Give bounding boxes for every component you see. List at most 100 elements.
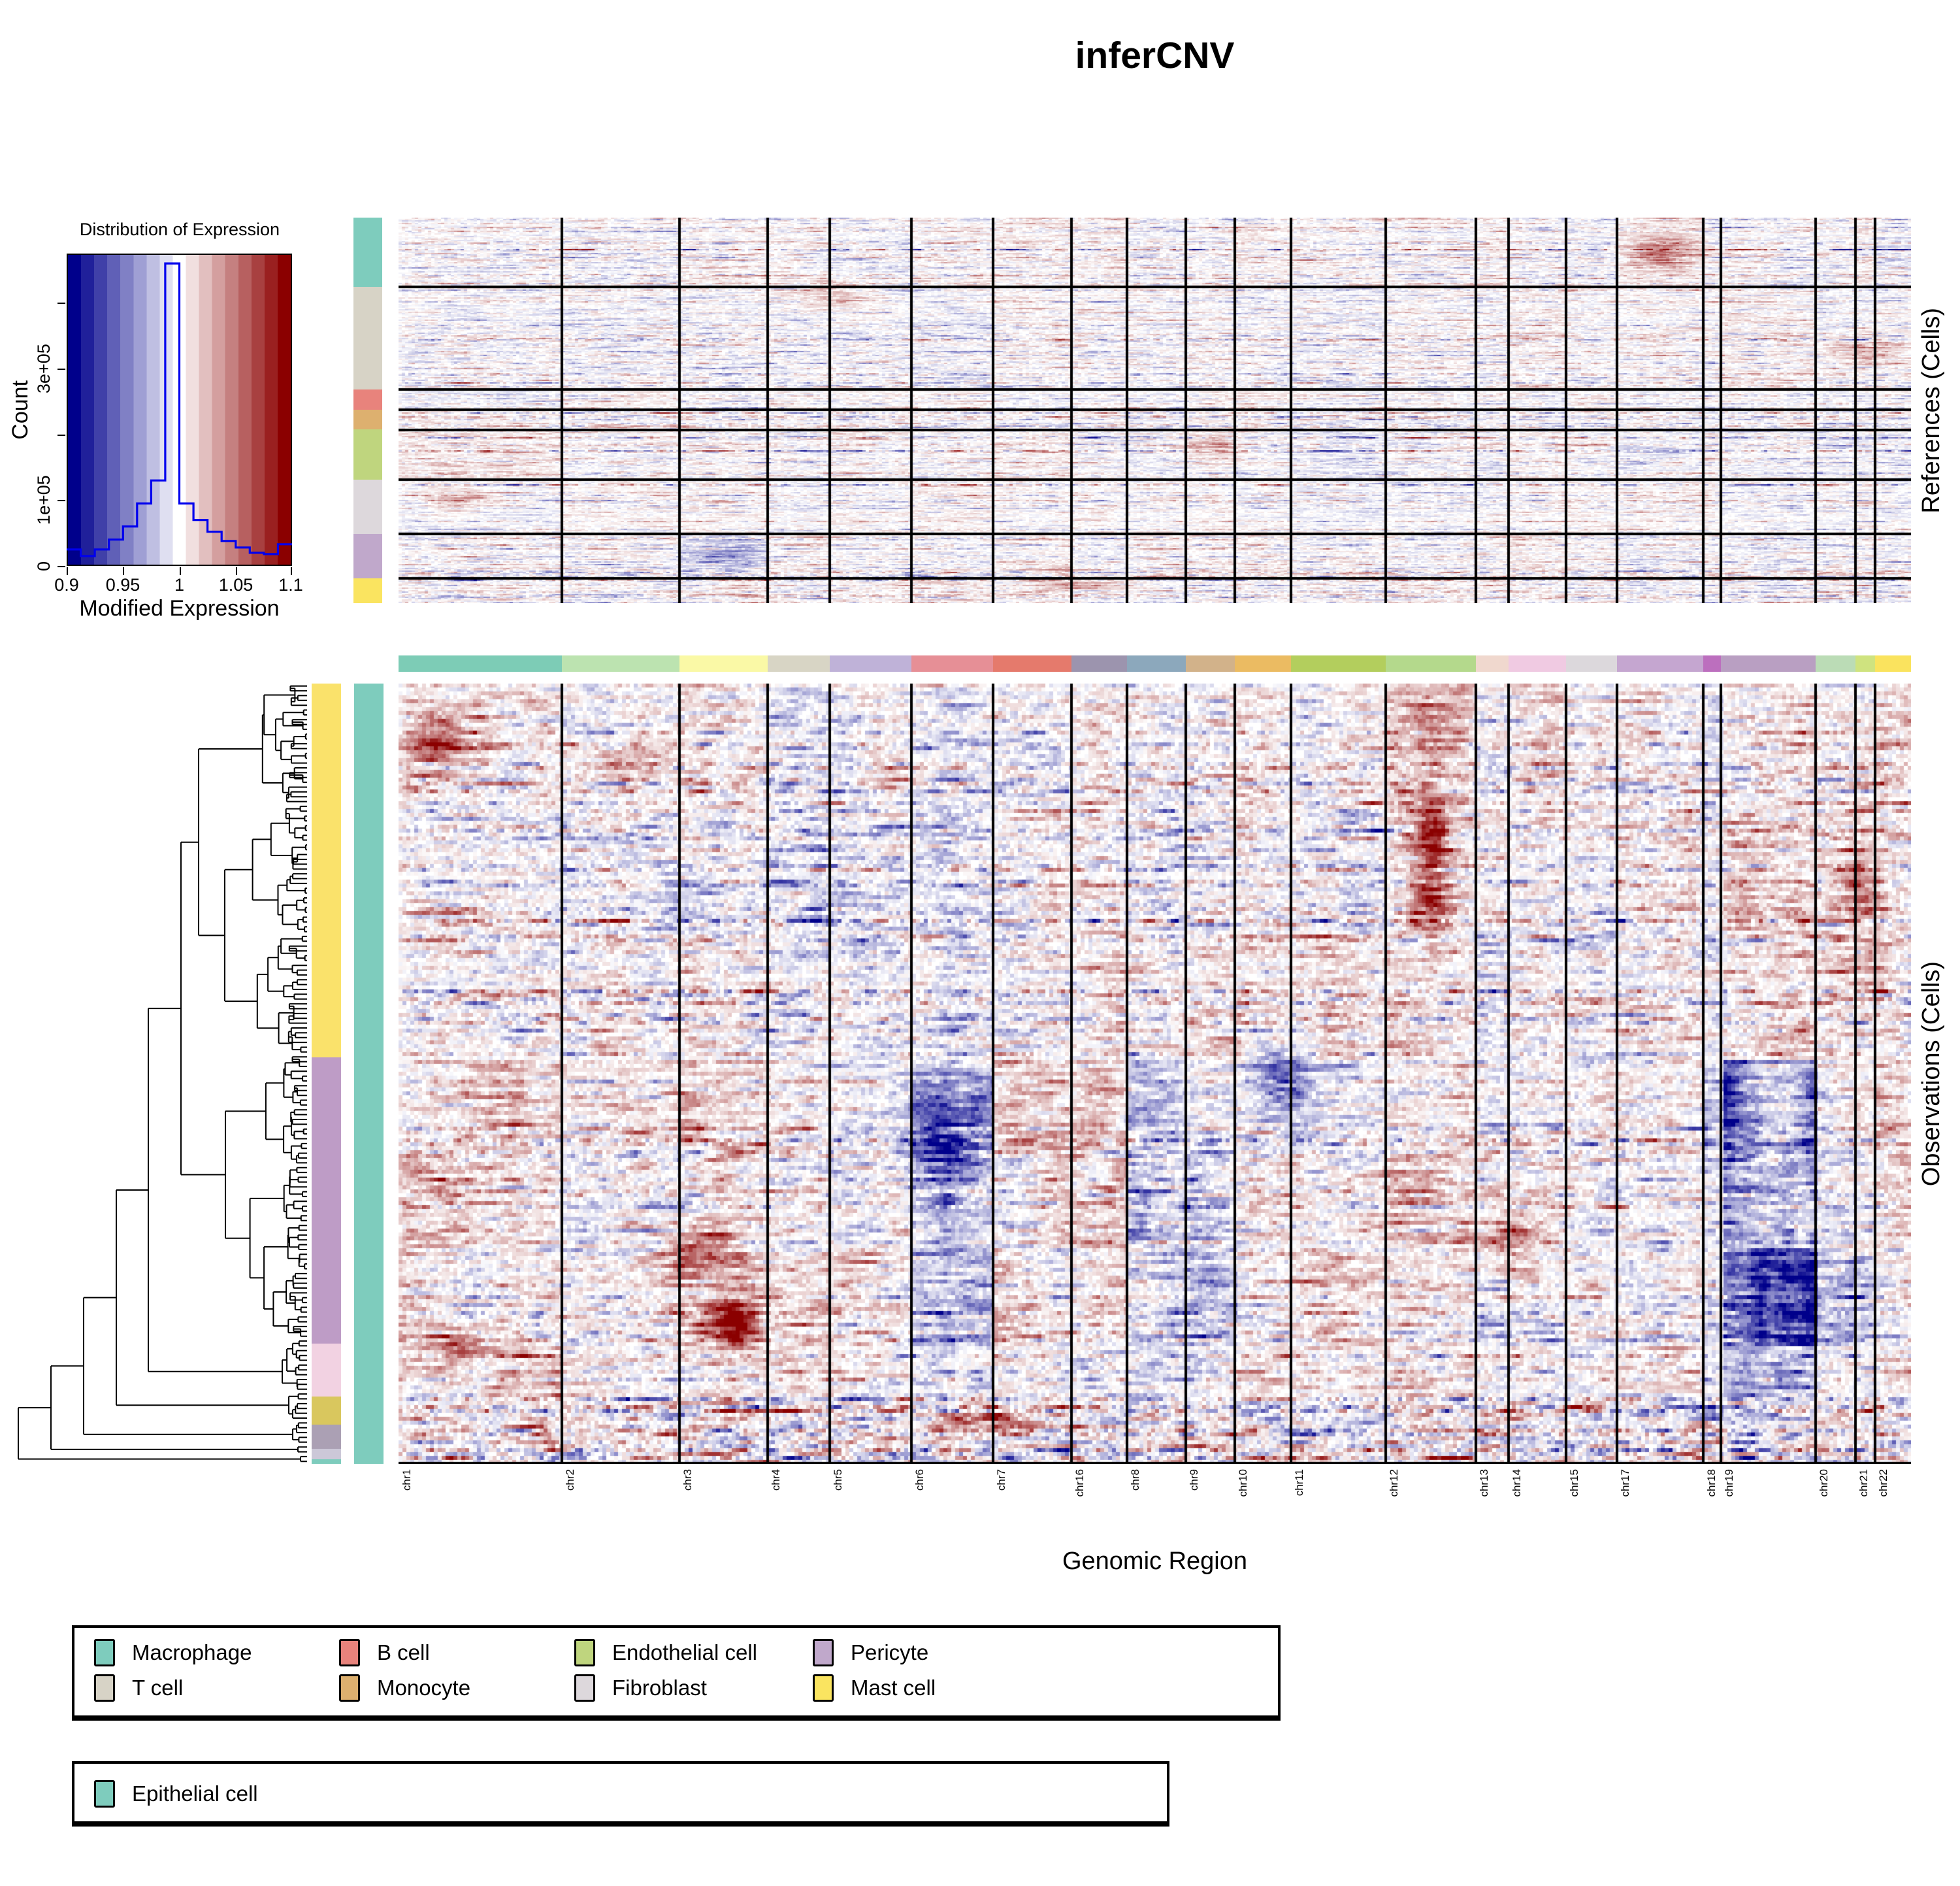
key-x-tick-label: 1.05: [218, 575, 253, 595]
legend-item-label: Monocyte: [377, 1676, 471, 1700]
chromosome-strip-segment: [911, 655, 993, 672]
dendrogram-tree: [18, 685, 307, 1463]
legend-swatch: [574, 1674, 595, 1702]
chromosome-strip-segment: [1875, 655, 1911, 672]
key-x-tick: [236, 567, 237, 575]
key-y-axis-label: Count: [8, 380, 33, 440]
chr-axis-label: chr12: [1388, 1469, 1400, 1497]
legend-item: Macrophage: [94, 1638, 252, 1667]
chromosome-strip-segment: [1386, 655, 1476, 672]
chromosome-strip-segment: [1721, 655, 1816, 672]
legend-swatch: [339, 1674, 360, 1702]
key-title: Distribution of Expression: [79, 220, 280, 239]
legend-item-label: B cell: [377, 1640, 430, 1664]
chromosome-strip-segment: [679, 655, 768, 672]
legend-item: Pericyte: [813, 1638, 928, 1667]
chromosome-strip-segment: [1476, 655, 1509, 672]
chromosome-strip-segment: [1703, 655, 1721, 672]
chr-axis-label: chr20: [1818, 1469, 1830, 1497]
chr-axis-label: chr4: [770, 1469, 782, 1491]
key-x-tick: [67, 567, 68, 575]
legend-item-label: T cell: [132, 1676, 184, 1700]
chr-axis-label: chr3: [681, 1469, 694, 1491]
reference-group-segment: [353, 480, 382, 534]
key-x-tick: [123, 567, 124, 575]
chr-axis-label: chr5: [832, 1469, 844, 1491]
chromosome-strip-segment: [1291, 655, 1386, 672]
legend-observation-groups: Epithelial cell: [72, 1761, 1169, 1827]
chromosome-strip-segment: [993, 655, 1071, 672]
chr-axis-label: chr17: [1619, 1469, 1631, 1497]
chr-axis-label: chr1: [400, 1469, 413, 1491]
reference-group-segment: [353, 389, 382, 410]
legend-item: Monocyte: [339, 1674, 470, 1702]
legend-item-label: Fibroblast: [612, 1676, 707, 1700]
chromosome-strip-segment: [1235, 655, 1291, 672]
observations-dendrogram: [18, 685, 307, 1463]
genomic-region-label: Genomic Region: [1062, 1547, 1248, 1575]
reference-group-segment: [353, 287, 382, 389]
references-annotation-bar: [353, 218, 382, 603]
chr-axis-label: chr21: [1857, 1469, 1870, 1497]
legend-reference-groups: Macrophage T cell B cell Monocyte Endothelia…: [72, 1625, 1281, 1721]
chr-axis-label: chr8: [1129, 1469, 1141, 1491]
reference-group-segment: [353, 409, 382, 430]
chr-axis-label: chr9: [1188, 1469, 1200, 1491]
chr-axis-label: chr7: [995, 1469, 1007, 1491]
chr-axis-label: chr6: [913, 1469, 926, 1491]
key-y-tick: [57, 303, 65, 305]
legend-item: Endothelial cell: [574, 1638, 757, 1667]
references-heatmap-canvas: [399, 218, 1911, 603]
key-y-tick: [57, 434, 65, 436]
legend-item-label: Pericyte: [851, 1640, 929, 1664]
legend-item: Mast cell: [813, 1674, 936, 1702]
chromosome-strip-segment: [1186, 655, 1235, 672]
obs-subcluster-segment: [312, 1425, 341, 1449]
chromosome-strip-segment: [1855, 655, 1875, 672]
observations-heatmap-canvas: [399, 684, 1911, 1464]
chromosome-strip: [399, 655, 1911, 672]
key-x-tick: [179, 567, 181, 575]
legend-swatch: [813, 1639, 834, 1666]
reference-group-segment: [353, 533, 382, 578]
obs-subcluster-segment: [312, 1449, 341, 1459]
legend-swatch: [94, 1674, 115, 1702]
key-y-tick: [57, 566, 65, 567]
chr-axis-label: chr19: [1723, 1469, 1735, 1497]
references-axis-label: References (Cells): [1917, 307, 1945, 514]
legend-item: T cell: [94, 1674, 183, 1702]
reference-group-segment: [353, 578, 382, 603]
key-y-tick-label: 3e+05: [34, 344, 54, 394]
chr-axis-label: chr11: [1293, 1469, 1305, 1497]
chr-axis-label: chr2: [564, 1469, 576, 1491]
chr-axis-label: chr13: [1478, 1469, 1490, 1497]
chr-axis-label: chr22: [1877, 1469, 1889, 1497]
legend-item: Epithelial cell: [94, 1779, 258, 1808]
legend-swatch: [94, 1780, 115, 1808]
obs-subcluster-segment: [312, 1057, 341, 1344]
key-y-tick: [57, 369, 65, 371]
chr-axis-label: chr16: [1073, 1469, 1086, 1497]
histogram-step-line: [67, 262, 292, 557]
chr-axis-label: chr15: [1568, 1469, 1580, 1497]
reference-group-segment: [353, 429, 382, 480]
chromosome-strip-segment: [768, 655, 830, 672]
chromosome-strip-segment: [1127, 655, 1186, 672]
observations-subcluster-bar: [312, 684, 341, 1464]
legend-item-label: Macrophage: [132, 1640, 252, 1664]
legend-item-label: Mast cell: [851, 1676, 936, 1700]
obs-subcluster-segment: [312, 684, 341, 1057]
chromosome-strip-segment: [830, 655, 911, 672]
legend-swatch: [813, 1674, 834, 1702]
key-x-tick-label: 0.95: [105, 575, 140, 595]
obs-subcluster-segment: [312, 1397, 341, 1425]
chr-axis-label: chr14: [1511, 1469, 1523, 1497]
legend-swatch: [94, 1639, 115, 1666]
page-title: inferCNV: [1075, 35, 1235, 76]
chromosome-strip-segment: [1566, 655, 1617, 672]
legend-item-label: Endothelial cell: [612, 1640, 757, 1664]
key-histogram: [67, 262, 292, 557]
chr-axis-label: chr10: [1237, 1469, 1249, 1497]
key-y-tick: [57, 500, 65, 502]
chromosome-strip-segment: [562, 655, 679, 672]
